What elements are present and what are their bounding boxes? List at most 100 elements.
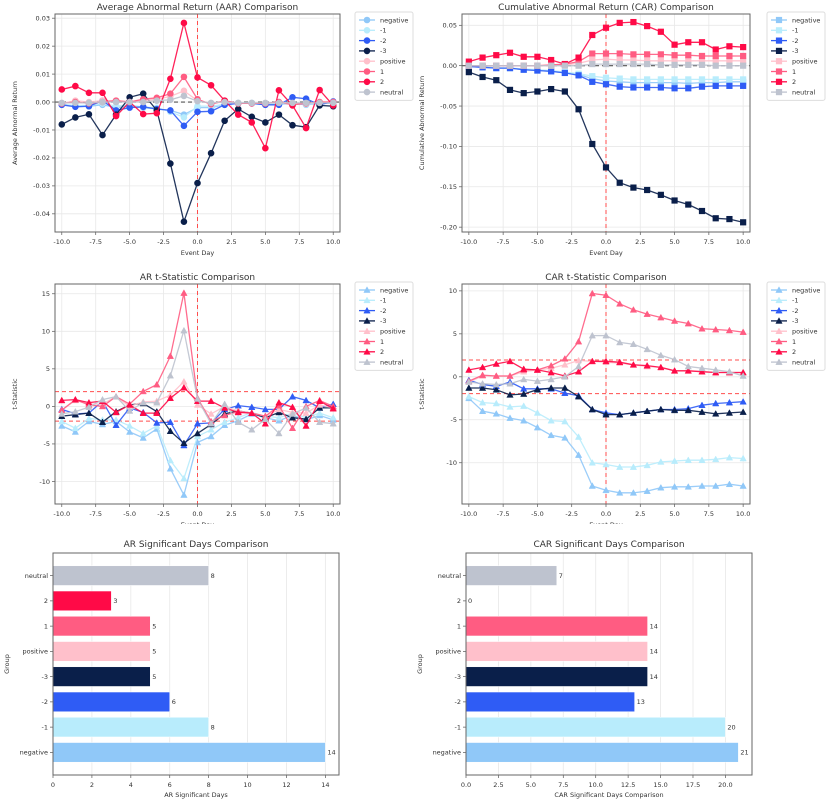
bar-group-2: 02 bbox=[457, 597, 472, 605]
legend-item-1: 1 bbox=[771, 68, 796, 76]
bar-group-1: 51 bbox=[44, 616, 156, 637]
data-point-1 bbox=[712, 325, 720, 333]
data-point-1 bbox=[139, 387, 147, 395]
plot-frame bbox=[465, 552, 753, 776]
data-point-3 bbox=[684, 406, 692, 414]
data-point-3 bbox=[726, 215, 733, 223]
legend-label: -2 bbox=[792, 307, 798, 315]
data-point-negative bbox=[207, 432, 215, 440]
legend-swatch-marker bbox=[363, 37, 371, 44]
data-point-3 bbox=[712, 410, 720, 417]
legend-item-1: 1 bbox=[359, 68, 384, 76]
data-point-neutral bbox=[534, 62, 541, 69]
legend-swatch-marker bbox=[775, 16, 783, 24]
data-point-neutral bbox=[629, 340, 638, 347]
y-tick-label: neutral bbox=[438, 572, 461, 580]
data-point-1 bbox=[629, 463, 638, 470]
data-point-2 bbox=[644, 23, 651, 30]
legend-swatch-marker bbox=[363, 306, 371, 314]
data-point-1 bbox=[657, 51, 664, 58]
data-point-2 bbox=[520, 365, 528, 372]
data-point-3 bbox=[506, 86, 514, 93]
data-point-2 bbox=[194, 74, 201, 81]
x-tick-label: 14 bbox=[321, 781, 329, 789]
series-neutral bbox=[465, 60, 747, 69]
y-axis-label: Group bbox=[3, 654, 11, 674]
legend-label: 2 bbox=[792, 78, 796, 86]
data-point-1 bbox=[85, 414, 93, 422]
y-tick-label: -3 bbox=[42, 673, 48, 681]
data-point-1 bbox=[221, 411, 229, 419]
series-neutral bbox=[58, 92, 337, 107]
data-point-3 bbox=[180, 439, 188, 446]
bar-group-1: 8 -1 bbox=[42, 717, 215, 738]
data-point-3 bbox=[685, 201, 692, 208]
data-point-2 bbox=[698, 83, 706, 90]
data-point-neutral bbox=[288, 410, 297, 417]
x-tick-label: -10.0 bbox=[53, 510, 70, 518]
data-point-1 bbox=[602, 291, 610, 298]
data-point-2 bbox=[492, 360, 500, 367]
legend-item-1: -1 bbox=[771, 27, 798, 35]
data-point-1 bbox=[616, 50, 623, 57]
data-point-neutral bbox=[126, 98, 133, 106]
data-point-3 bbox=[492, 385, 500, 393]
x-tick-label: 0.0 bbox=[601, 510, 611, 518]
data-point-neutral bbox=[588, 331, 596, 339]
data-point-neutral bbox=[166, 371, 174, 379]
data-point-1 bbox=[725, 326, 734, 334]
y-tick-label: -10 bbox=[39, 478, 50, 486]
y-tick-label: 2 bbox=[457, 597, 461, 605]
bar-group-2: 32 bbox=[44, 590, 118, 611]
grid bbox=[55, 284, 340, 504]
data-point-positive bbox=[193, 401, 202, 408]
data-point-3 bbox=[85, 111, 93, 118]
data-point-1 bbox=[98, 402, 107, 410]
x-tick-label: -7.5 bbox=[89, 238, 102, 246]
legend-swatch-marker bbox=[363, 27, 371, 34]
bar-value-label: 5 bbox=[152, 648, 156, 656]
legend-swatch-marker bbox=[775, 27, 783, 34]
data-point-neutral bbox=[112, 392, 120, 400]
y-tick-label: -2 bbox=[42, 698, 48, 706]
legend-frame bbox=[354, 281, 414, 371]
data-point-2 bbox=[533, 366, 542, 373]
data-point-2 bbox=[575, 72, 582, 79]
data-point-neutral bbox=[548, 62, 555, 69]
x-tick-label: -2.5 bbox=[157, 510, 170, 518]
data-point-2 bbox=[602, 24, 610, 31]
y-axis-label: t-Statistic bbox=[11, 378, 19, 410]
data-point-1 bbox=[616, 463, 624, 470]
data-point-1 bbox=[739, 328, 747, 335]
chart-title: CAR Significant Days Comparison bbox=[533, 540, 684, 550]
bar-value-label: 13 bbox=[637, 698, 645, 706]
legend: negative -1 -2 -3 positive 1 2 neutral bbox=[354, 281, 414, 371]
data-point-1 bbox=[685, 52, 692, 59]
x-tick-label: 12.5 bbox=[621, 781, 635, 789]
legend-label: -3 bbox=[792, 47, 798, 55]
bar-group-1: 20 -1 bbox=[455, 717, 736, 738]
data-point-2 bbox=[588, 357, 596, 365]
bar-1 bbox=[52, 616, 151, 637]
legend-swatch-marker bbox=[363, 337, 371, 345]
data-point-neutral bbox=[221, 98, 228, 106]
data-point-neutral bbox=[712, 62, 719, 69]
legend-item-2: -2 bbox=[359, 37, 386, 45]
series-1 bbox=[465, 392, 747, 470]
bar-neutral bbox=[465, 565, 558, 586]
y-tick-label: 0.02 bbox=[36, 42, 50, 50]
data-point-2 bbox=[112, 112, 120, 120]
data-point-positive bbox=[207, 410, 215, 417]
data-point-2 bbox=[288, 403, 297, 410]
bar-value-label: 0 bbox=[468, 597, 472, 605]
x-tick-label: 5.0 bbox=[260, 238, 270, 246]
legend-item-2: 2 bbox=[359, 78, 384, 86]
data-point-1 bbox=[574, 337, 583, 345]
data-point-1 bbox=[180, 114, 188, 121]
bar-positive bbox=[52, 641, 151, 662]
bar-1 bbox=[465, 616, 648, 637]
x-tick-label: 20.0 bbox=[718, 781, 732, 789]
legend-item-negative: negative bbox=[359, 16, 408, 24]
data-point-3 bbox=[657, 191, 664, 198]
data-point-3 bbox=[193, 429, 202, 437]
